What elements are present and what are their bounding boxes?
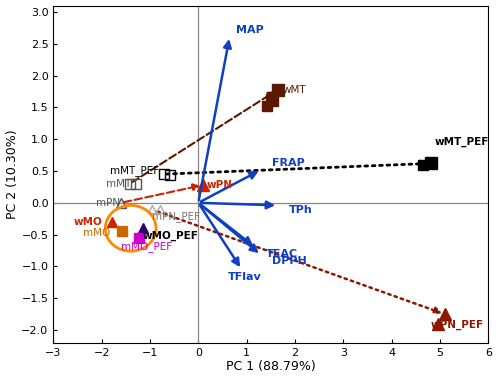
- Text: wPN: wPN: [207, 180, 233, 190]
- Text: MAP: MAP: [236, 25, 264, 35]
- Text: mMT: mMT: [106, 179, 131, 189]
- Text: mMO_PEF: mMO_PEF: [121, 241, 172, 252]
- Y-axis label: PC 2 (10.30%): PC 2 (10.30%): [6, 129, 18, 219]
- Text: wMT: wMT: [283, 85, 306, 94]
- Text: mPN_PEF: mPN_PEF: [152, 211, 200, 222]
- Text: mMO: mMO: [84, 229, 110, 238]
- Text: wPN_PEF: wPN_PEF: [430, 320, 484, 330]
- Text: wMT_PEF: wMT_PEF: [434, 137, 488, 147]
- Text: mPN: mPN: [96, 198, 120, 208]
- Text: DPPH: DPPH: [272, 256, 306, 266]
- Text: wMO: wMO: [74, 217, 102, 227]
- Text: TFlav: TFlav: [228, 272, 262, 282]
- Text: wMO_PEF: wMO_PEF: [142, 231, 199, 241]
- Text: mMT_PEF: mMT_PEF: [110, 166, 160, 177]
- Text: TPh: TPh: [288, 205, 312, 215]
- Text: FRAP: FRAP: [272, 158, 304, 168]
- X-axis label: PC 1 (88.79%): PC 1 (88.79%): [226, 360, 316, 373]
- Text: TEAC: TEAC: [266, 249, 298, 259]
